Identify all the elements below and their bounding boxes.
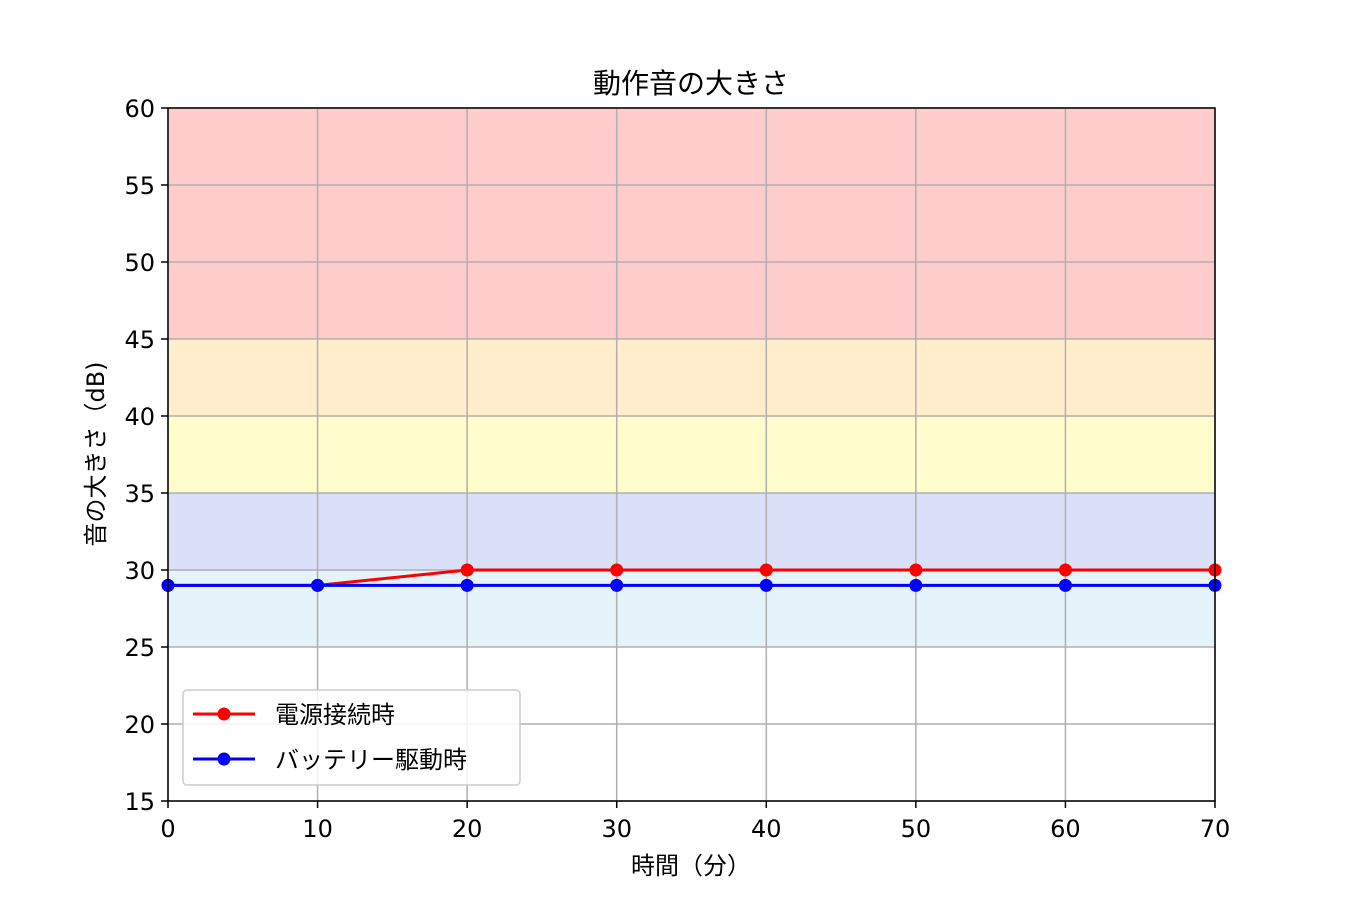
legend-marker-power <box>217 707 231 721</box>
y-tick-label: 25 <box>124 634 155 662</box>
y-tick-label: 40 <box>124 403 155 431</box>
x-tick-label: 40 <box>751 815 782 843</box>
legend: 電源接続時 バッテリー駆動時 <box>182 689 521 786</box>
background-bands <box>168 108 1215 647</box>
series-1-point <box>909 578 923 592</box>
x-tick-label: 30 <box>601 815 632 843</box>
x-axis-title: 時間（分） <box>631 852 751 880</box>
y-tick-label: 60 <box>124 95 155 123</box>
series-1-point <box>759 578 773 592</box>
band-1 <box>168 493 1215 570</box>
plot-frame <box>167 107 1216 802</box>
band-2 <box>168 416 1215 493</box>
legend-box <box>182 689 521 786</box>
legend-label-battery: バッテリー駆動時 <box>275 746 467 774</box>
series-1-point <box>311 578 325 592</box>
band-4 <box>168 108 1215 339</box>
band-0 <box>168 570 1215 647</box>
x-tick-label: 20 <box>452 815 483 843</box>
series-0-point <box>909 563 923 577</box>
chart-title: 動作音の大きさ <box>593 67 789 100</box>
y-axis-title: 音の大きさ（dB) <box>82 361 110 546</box>
series-1-point <box>460 578 474 592</box>
legend-marker-battery <box>217 752 231 766</box>
series-line-0 <box>168 568 1215 587</box>
y-tick-label: 55 <box>124 172 155 200</box>
x-tick-label: 60 <box>1050 815 1081 843</box>
x-tick-label: 70 <box>1200 815 1231 843</box>
series-0-point <box>460 563 474 577</box>
band-3 <box>168 339 1215 416</box>
series-1-point <box>610 578 624 592</box>
series-0-point <box>610 563 624 577</box>
data-series <box>161 563 1222 592</box>
x-tick-label: 10 <box>302 815 333 843</box>
y-tick-label: 50 <box>124 249 155 277</box>
x-tick-label: 50 <box>901 815 932 843</box>
series-0-point <box>1058 563 1072 577</box>
x-tick-label: 0 <box>160 815 175 843</box>
series-0-point <box>759 563 773 577</box>
series-1-point <box>1058 578 1072 592</box>
x-axis-ticks: 0 10 20 30 40 50 60 70 <box>160 801 1230 843</box>
y-tick-label: 20 <box>124 711 155 739</box>
y-tick-label: 35 <box>124 480 155 508</box>
y-tick-label: 45 <box>124 326 155 354</box>
y-tick-label: 30 <box>124 557 155 585</box>
legend-label-power: 電源接続時 <box>275 701 395 729</box>
y-axis-ticks: 15 20 25 30 35 40 45 50 55 60 <box>124 95 168 816</box>
y-tick-label: 15 <box>124 788 155 816</box>
